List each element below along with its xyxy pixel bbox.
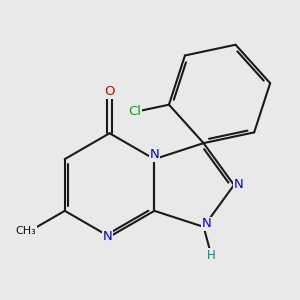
- Text: N: N: [201, 217, 211, 230]
- Text: H: H: [207, 249, 216, 262]
- Text: O: O: [104, 85, 115, 98]
- Text: N: N: [234, 178, 244, 191]
- Text: Cl: Cl: [128, 106, 141, 118]
- Text: N: N: [149, 148, 159, 161]
- Text: N: N: [103, 230, 112, 243]
- Text: CH₃: CH₃: [15, 226, 36, 236]
